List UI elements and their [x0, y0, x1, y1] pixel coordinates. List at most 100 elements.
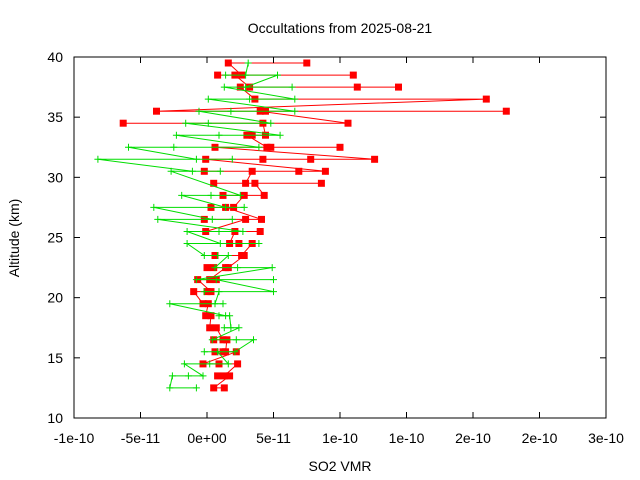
x-axis-label: SO2 VMR: [308, 458, 371, 474]
series-1-point: [212, 324, 220, 332]
x-tick-label: -5e-11: [121, 430, 161, 446]
series-2-point: [192, 276, 200, 284]
series-2-point: [188, 167, 196, 175]
series-1-point: [321, 167, 329, 175]
series-2-point: [166, 300, 174, 308]
series-1-point: [220, 384, 228, 392]
series-1-point: [502, 107, 510, 115]
x-tick-label: 3e-10: [588, 430, 624, 446]
series-2-point: [195, 107, 203, 115]
series-1-point: [240, 191, 248, 199]
series-2-point: [204, 95, 212, 103]
series-2-point: [270, 276, 277, 284]
series-2-point: [215, 131, 223, 139]
series-1-point: [207, 312, 215, 320]
y-tick-label: 40: [47, 49, 63, 65]
series-1-point: [210, 179, 218, 187]
series-2-point: [200, 252, 208, 259]
series-1-point: [220, 372, 228, 380]
series-2-point: [250, 336, 257, 344]
series-1-point: [203, 264, 211, 272]
x-tick-label: 2e-10: [522, 430, 558, 446]
series-2-point: [199, 372, 207, 380]
series-2-point: [227, 107, 235, 115]
series-2-point: [200, 348, 208, 356]
series-2-point: [170, 143, 178, 151]
series-2-point: [227, 324, 235, 332]
series-2-point: [178, 191, 186, 199]
series-2-point: [231, 348, 239, 356]
series-2-point: [235, 324, 243, 332]
series-2-point: [211, 264, 219, 272]
series-1-point: [260, 191, 268, 199]
x-tick-label: 0e+00: [187, 430, 227, 446]
series-2-point: [211, 300, 219, 308]
series-2-point: [182, 119, 190, 127]
x-tick-label: 2e-10: [455, 430, 491, 446]
series-2-point: [236, 191, 244, 199]
y-tick-label: 20: [47, 290, 63, 306]
series-1-point: [119, 119, 127, 127]
series-2-point: [219, 300, 227, 308]
series-1-point: [256, 228, 264, 235]
series-2-point: [255, 143, 263, 151]
series-2-point: [184, 372, 192, 380]
y-tick-label: 25: [47, 230, 63, 246]
series-2-point: [228, 215, 236, 223]
series-2-point: [288, 83, 296, 91]
series-2-point: [224, 360, 232, 368]
series-1-point: [210, 384, 218, 392]
series-1-point: [153, 107, 160, 115]
series-2-point: [291, 95, 299, 103]
series-2-point: [180, 360, 188, 368]
series-2-point: [222, 71, 230, 79]
x-tick-label: -1e-10: [54, 430, 95, 446]
series-2-point: [215, 288, 223, 296]
series-1-point: [206, 324, 214, 332]
series-2-point: [192, 155, 200, 163]
series-2-point: [234, 264, 242, 272]
series-2-point: [192, 384, 200, 392]
series-1-point: [202, 312, 210, 320]
series-1-point: [263, 143, 271, 151]
series-2-point: [206, 360, 214, 368]
x-tick-label: 1e-10: [322, 430, 358, 446]
series-1-point: [395, 83, 402, 91]
series-2-point: [166, 384, 174, 392]
series-2-point: [232, 336, 240, 344]
series-2-point: [167, 167, 175, 175]
series-2-point: [222, 312, 230, 320]
series-2-point: [216, 167, 224, 175]
series-1-point: [190, 288, 198, 296]
series-1-point: [371, 155, 379, 163]
series-2-point: [94, 155, 102, 163]
plot-area: [94, 59, 510, 392]
series-1-point: [344, 119, 352, 127]
series-2-point: [224, 252, 232, 259]
series-1-point: [353, 83, 361, 91]
series-2-point: [220, 83, 228, 91]
series-1-point: [317, 179, 325, 187]
series-1-point: [234, 360, 242, 368]
series-2-point: [207, 191, 215, 199]
series-2-point: [183, 228, 191, 235]
series-1-point: [307, 155, 315, 163]
series-1-point: [242, 179, 250, 187]
series-2-point: [150, 203, 158, 211]
series-2-point: [276, 131, 284, 139]
y-tick-label: 35: [47, 109, 63, 125]
series-1-point: [226, 372, 234, 380]
series-2-point: [242, 83, 250, 91]
series-1-point: [224, 59, 232, 67]
series-2-point: [228, 155, 236, 163]
series-2-point: [125, 143, 132, 151]
axis-ticks: -1e-10 -5e-11 0e+00 5e-11 1e-10 1e-10 2e-10 2e-…: [47, 49, 624, 446]
series-2-point: [214, 252, 222, 259]
series-2-point: [244, 59, 252, 67]
series-2-point: [291, 107, 299, 115]
series-2-point: [220, 324, 228, 332]
series-2-point: [274, 71, 281, 79]
y-tick-label: 15: [47, 350, 63, 366]
series-2-point: [242, 71, 250, 79]
